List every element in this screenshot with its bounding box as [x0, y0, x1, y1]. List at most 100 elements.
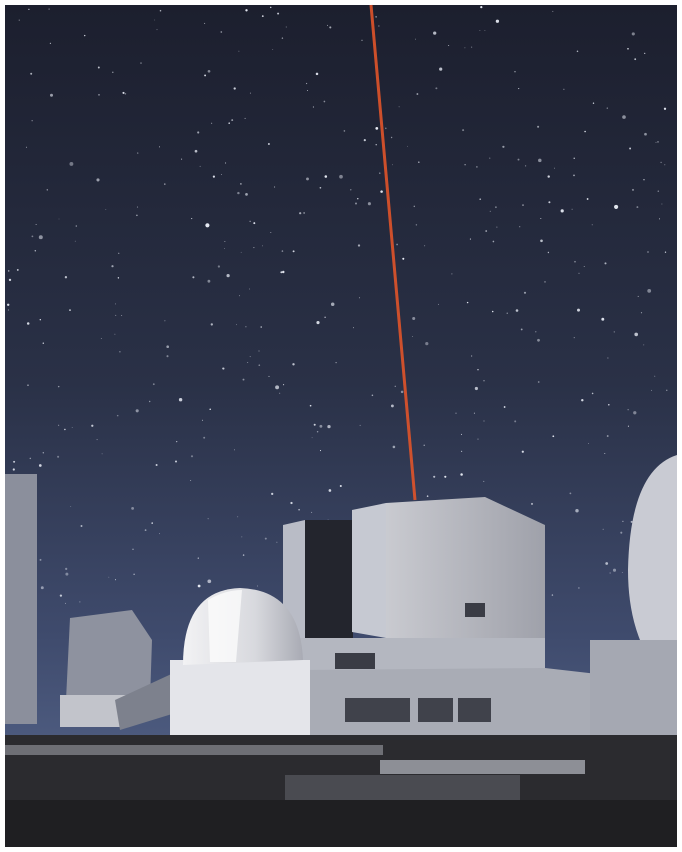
star [70, 505, 72, 507]
star [363, 139, 366, 142]
star [460, 473, 463, 476]
star [634, 332, 639, 337]
star [659, 218, 660, 220]
star [581, 398, 584, 402]
star [402, 257, 405, 260]
door-left [283, 520, 305, 640]
star [371, 394, 374, 397]
star [606, 107, 608, 109]
star [484, 30, 486, 31]
star [197, 584, 201, 588]
star [197, 557, 199, 559]
star [298, 508, 300, 511]
star [274, 186, 276, 188]
star [514, 71, 516, 73]
star [119, 350, 121, 353]
star [515, 309, 519, 312]
star [339, 174, 343, 179]
star [26, 322, 30, 325]
star [339, 484, 342, 488]
star [551, 594, 554, 596]
star [210, 323, 213, 326]
star [477, 369, 479, 371]
star [152, 383, 155, 386]
star [540, 239, 543, 243]
star [29, 457, 32, 460]
star [640, 312, 643, 314]
star [627, 409, 629, 411]
star [324, 316, 326, 318]
star [584, 130, 586, 133]
dome-right [628, 455, 677, 640]
star [621, 572, 623, 574]
star [64, 276, 68, 279]
star [79, 601, 81, 603]
star [489, 157, 491, 159]
star [190, 479, 192, 481]
star [225, 162, 227, 164]
star [212, 175, 215, 178]
railing [5, 745, 383, 755]
star [423, 444, 425, 446]
star [425, 342, 429, 346]
star [622, 520, 624, 523]
star [281, 37, 284, 39]
star [523, 291, 527, 294]
star [233, 87, 236, 90]
star [319, 450, 322, 452]
star [59, 594, 63, 597]
star [316, 430, 319, 433]
window [458, 698, 491, 722]
star [614, 204, 619, 209]
star [276, 541, 278, 543]
star [392, 445, 396, 449]
star [471, 46, 473, 48]
star [627, 47, 629, 50]
star [464, 47, 466, 49]
star [644, 132, 647, 136]
star [660, 161, 662, 164]
star [647, 289, 652, 293]
star [489, 210, 491, 212]
star [474, 386, 478, 391]
star [361, 39, 363, 41]
star [207, 69, 211, 73]
star [657, 141, 659, 143]
star [591, 392, 594, 395]
star [40, 586, 44, 590]
star [359, 424, 361, 426]
star [522, 204, 524, 206]
star [237, 516, 239, 518]
door-right [352, 503, 386, 638]
enclosure [386, 497, 545, 660]
star [540, 217, 542, 220]
star [306, 82, 308, 85]
star [18, 19, 20, 21]
star [521, 450, 524, 453]
star [6, 303, 10, 307]
star [98, 94, 100, 96]
window [345, 698, 410, 722]
star [272, 49, 274, 51]
star [400, 390, 404, 394]
star [375, 144, 377, 146]
star [634, 58, 637, 61]
star [268, 375, 270, 377]
star [240, 251, 242, 253]
star [601, 317, 605, 321]
star [663, 107, 667, 110]
star [435, 87, 438, 90]
star [203, 436, 206, 439]
star [159, 146, 160, 148]
star [261, 15, 264, 17]
star [12, 468, 15, 471]
star [357, 244, 361, 247]
star [253, 222, 256, 225]
star [622, 115, 626, 119]
star [245, 193, 248, 196]
star [444, 475, 447, 478]
star [358, 297, 361, 299]
star [207, 579, 212, 584]
star [148, 400, 151, 403]
star [7, 309, 10, 311]
